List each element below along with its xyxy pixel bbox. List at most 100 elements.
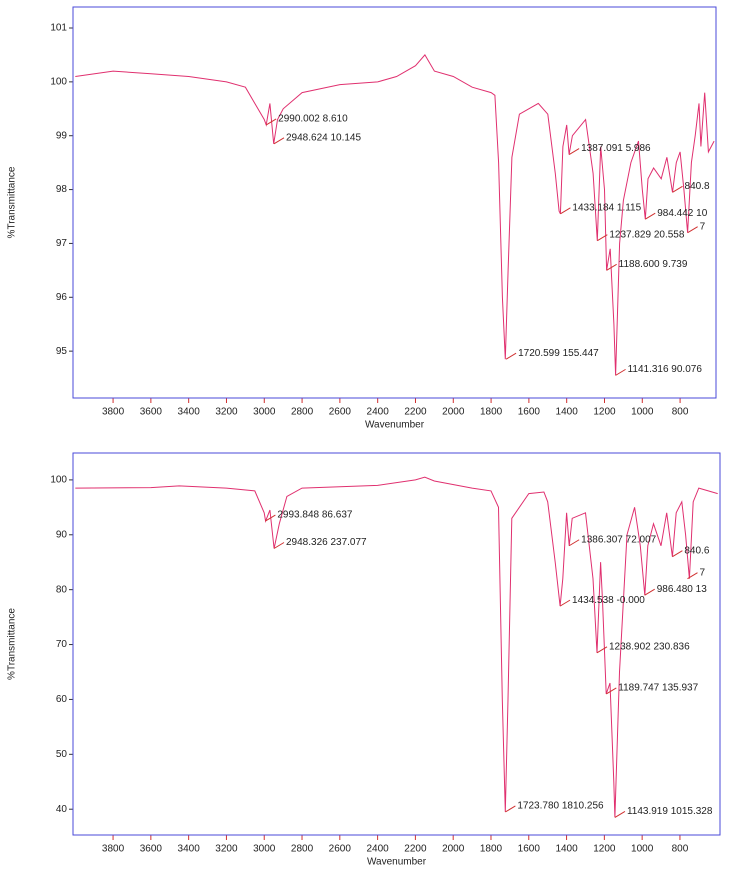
peak-leader xyxy=(644,212,656,220)
plot-frame xyxy=(72,452,721,836)
y-tick-label: 40 xyxy=(56,804,68,815)
y-tick-label: 99 xyxy=(56,130,68,141)
spectrum-line xyxy=(75,54,715,376)
peak-label: 7 xyxy=(700,221,706,232)
peak-label: 1386.307 72.007 xyxy=(581,534,657,545)
peak-leader xyxy=(265,514,276,522)
peak-leader xyxy=(568,148,580,155)
peak-label: 7 xyxy=(699,567,705,578)
y-tick-label: 95 xyxy=(56,346,68,357)
peak-leader xyxy=(614,811,626,818)
peak-label: 1720.599 155.447 xyxy=(518,348,599,359)
x-tick-label: 1600 xyxy=(518,844,541,855)
x-tick-label: 800 xyxy=(672,844,689,855)
x-tick-label: 1000 xyxy=(631,844,654,855)
x-tick-label: 1800 xyxy=(480,407,503,418)
x-tick-label: 2600 xyxy=(329,844,352,855)
x-tick-label: 1800 xyxy=(480,844,503,855)
peak-label: 1141.316 90.076 xyxy=(628,364,703,375)
x-tick-label: 3400 xyxy=(178,407,201,418)
x-tick-label: 3000 xyxy=(253,844,276,855)
peak-leader xyxy=(644,588,655,596)
peak-label: 986.480 13 xyxy=(657,584,707,595)
y-tick-label: 97 xyxy=(56,238,68,249)
x-tick-label: 800 xyxy=(672,407,689,418)
peak-label: 2948.624 10.145 xyxy=(286,132,362,143)
plot-area xyxy=(75,476,718,818)
x-axis-label: Wavenumber xyxy=(365,420,425,431)
peak-label: 1189.747 135.937 xyxy=(618,683,698,694)
y-tick-label: 80 xyxy=(56,584,68,595)
y-tick-label: 96 xyxy=(56,292,68,303)
x-tick-label: 3000 xyxy=(253,407,276,418)
x-tick-label: 2400 xyxy=(367,407,390,418)
x-tick-label: 2800 xyxy=(291,407,314,418)
x-tick-label: 2000 xyxy=(442,844,465,855)
x-tick-label: 2200 xyxy=(404,844,427,855)
x-tick-label: 1000 xyxy=(631,407,654,418)
x-tick-label: 2200 xyxy=(404,407,427,418)
y-tick-label: 101 xyxy=(50,23,67,34)
y-tick-label: 70 xyxy=(56,639,68,650)
peak-leader xyxy=(568,539,580,547)
peak-leader xyxy=(687,572,698,580)
peak-label: 1238.902 230.836 xyxy=(609,641,690,652)
peak-leader xyxy=(505,805,516,813)
x-axis-label: Wavenumber xyxy=(367,857,427,868)
peak-label: 2948.326 237.077 xyxy=(286,537,367,548)
peak-label: 840.8 xyxy=(685,181,710,192)
x-tick-label: 1600 xyxy=(518,407,541,418)
peak-leader xyxy=(615,368,626,376)
peak-label: 1387.091 5.986 xyxy=(581,143,651,154)
y-axis-label: %Transmittance xyxy=(7,608,18,680)
peak-label: 1188.600 9.739 xyxy=(619,259,688,270)
peak-label: 2990.002 8.610 xyxy=(278,114,348,125)
peak-label: 1143.919 1015.328 xyxy=(627,806,713,817)
y-tick-label: 100 xyxy=(50,475,67,486)
peak-leader xyxy=(559,599,571,607)
x-tick-label: 3200 xyxy=(215,407,238,418)
x-tick-label: 3200 xyxy=(215,844,238,855)
plot-frame xyxy=(72,6,717,399)
peak-leader xyxy=(672,185,683,193)
peak-leader xyxy=(597,234,608,242)
peak-label: 840.6 xyxy=(684,545,709,556)
peak-leader xyxy=(505,352,517,360)
y-axis-label: %Transmittance xyxy=(7,166,18,238)
y-tick-label: 98 xyxy=(56,184,68,195)
x-tick-label: 3800 xyxy=(102,844,125,855)
y-tick-label: 60 xyxy=(56,694,68,705)
peak-leader xyxy=(687,226,698,234)
peak-leader xyxy=(606,687,617,695)
peak-leader xyxy=(273,137,285,145)
x-tick-label: 2600 xyxy=(329,407,352,418)
x-tick-label: 3600 xyxy=(140,407,163,418)
x-tick-label: 3800 xyxy=(102,407,125,418)
peak-label: 1237.829 20.558 xyxy=(609,229,685,240)
y-tick-label: 100 xyxy=(50,77,67,88)
peak-leader xyxy=(596,646,608,654)
x-tick-label: 1200 xyxy=(593,844,616,855)
peak-leader xyxy=(273,542,285,549)
x-tick-label: 1200 xyxy=(593,407,616,418)
plot-area xyxy=(75,54,715,376)
x-tick-label: 3400 xyxy=(178,844,201,855)
y-tick-label: 90 xyxy=(56,529,68,540)
peak-leader xyxy=(560,207,571,215)
x-tick-label: 3600 xyxy=(140,844,163,855)
spectrum-line xyxy=(75,476,718,818)
peak-label: 984.442 10 xyxy=(657,208,707,219)
x-tick-label: 2000 xyxy=(442,407,465,418)
x-tick-label: 2400 xyxy=(366,844,389,855)
y-tick-label: 50 xyxy=(56,749,68,760)
peak-label: 2993.848 86.637 xyxy=(277,510,353,521)
peak-leader xyxy=(606,263,617,271)
x-tick-label: 1400 xyxy=(555,844,578,855)
peak-label: 1434.538 -0.000 xyxy=(572,595,645,606)
peak-leader xyxy=(672,550,683,558)
x-tick-label: 1400 xyxy=(556,407,579,418)
peak-leader xyxy=(265,118,277,126)
peak-label: 1433.184 1.115 xyxy=(572,202,641,213)
peak-label: 1723.780 1810.256 xyxy=(517,801,604,812)
